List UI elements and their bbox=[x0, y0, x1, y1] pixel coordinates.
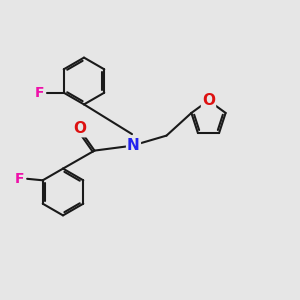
Text: O: O bbox=[202, 93, 215, 108]
Text: F: F bbox=[15, 172, 24, 186]
Text: O: O bbox=[74, 121, 87, 136]
Text: N: N bbox=[127, 138, 140, 153]
Text: F: F bbox=[35, 86, 44, 100]
